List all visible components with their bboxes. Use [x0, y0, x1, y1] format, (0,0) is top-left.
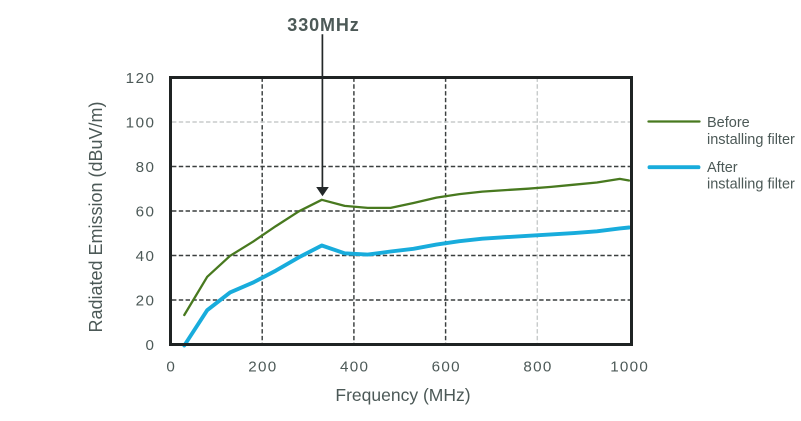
svg-text:80: 80 [136, 159, 156, 176]
svg-text:120: 120 [126, 70, 156, 87]
svg-text:Before: Before [707, 115, 750, 131]
svg-text:200: 200 [248, 359, 277, 376]
svg-text:800: 800 [523, 359, 552, 376]
svg-text:Radiated Emission (dBuV/m): Radiated Emission (dBuV/m) [86, 101, 106, 332]
svg-text:100: 100 [126, 114, 156, 131]
svg-text:400: 400 [340, 359, 369, 376]
svg-text:0: 0 [146, 337, 156, 354]
svg-text:20: 20 [136, 292, 156, 309]
svg-text:1000: 1000 [610, 359, 649, 376]
svg-text:Frequency (MHz): Frequency (MHz) [335, 385, 470, 405]
svg-text:60: 60 [136, 203, 156, 220]
svg-text:installing filter: installing filter [707, 176, 795, 192]
svg-text:40: 40 [136, 248, 156, 265]
svg-text:After: After [707, 160, 738, 176]
svg-text:0: 0 [166, 359, 176, 376]
svg-text:330MHz: 330MHz [287, 15, 359, 35]
svg-text:installing filter: installing filter [707, 132, 795, 148]
svg-text:600: 600 [432, 359, 461, 376]
